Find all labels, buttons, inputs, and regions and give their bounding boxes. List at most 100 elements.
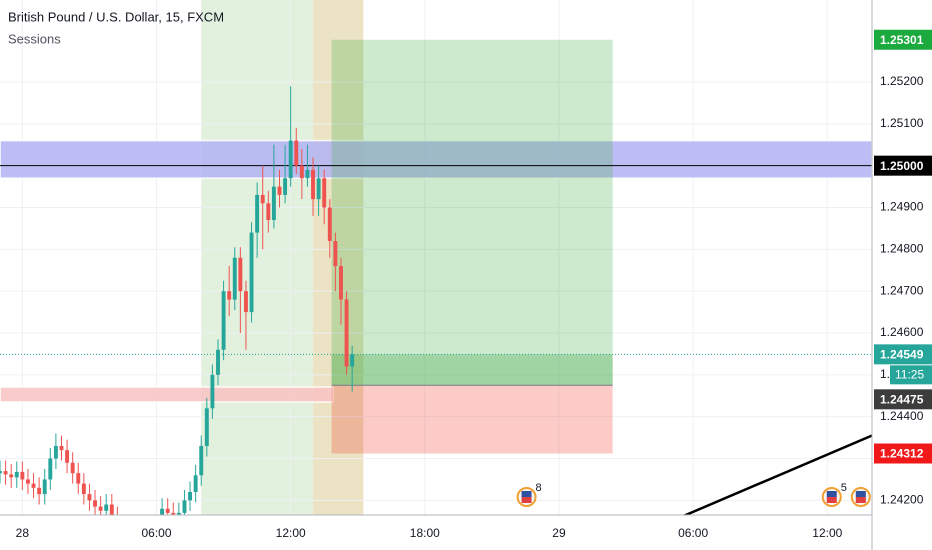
position-loss: [331, 385, 613, 454]
position-profit: [331, 39, 613, 386]
candle-body: [3, 471, 8, 475]
candle-body: [322, 178, 327, 208]
x-tick-label: 28: [16, 526, 30, 540]
candle-body: [160, 508, 165, 515]
candle-body: [199, 445, 204, 476]
indicator-name: Sessions: [8, 31, 61, 46]
y-tick-label: 1.24400: [880, 409, 924, 423]
candle-body: [9, 474, 14, 478]
countdown-bg: [890, 365, 932, 385]
candle-body: [327, 207, 332, 241]
candle-body: [204, 408, 209, 446]
candle-body: [271, 186, 276, 221]
candle-body: [305, 169, 310, 179]
candle-body: [277, 186, 282, 195]
axes: 1.242001.243001.244001.245001.246001.247…: [16, 29, 932, 540]
x-tick-label: 12:00: [276, 526, 306, 540]
candle-body: [255, 194, 260, 233]
stop-label-bg: [874, 443, 932, 464]
session-band: [313, 0, 364, 515]
candle-body: [238, 257, 243, 292]
candle-body: [283, 178, 288, 195]
position-open-pnl: [331, 354, 613, 386]
event-count: 5: [841, 482, 847, 494]
event-flag: [521, 491, 532, 497]
candle-body: [232, 257, 237, 300]
y-tick-label: 1.25200: [880, 74, 924, 88]
candle-body: [266, 203, 271, 221]
candle-body: [311, 169, 315, 200]
candle-body: [42, 479, 47, 495]
candle-body: [294, 140, 299, 166]
event-count: 8: [536, 482, 542, 494]
target-label: 1.25301: [880, 33, 924, 47]
y-tick-label: 1.24900: [880, 200, 924, 214]
event-flag: [826, 497, 837, 503]
candle-body: [260, 194, 265, 204]
y-tick-label: 1.24200: [880, 493, 924, 507]
zone: [0, 139, 872, 179]
y-tick-label: 1.24600: [880, 325, 924, 339]
candle-body: [98, 506, 103, 511]
price-label: 1.24549: [880, 348, 924, 362]
stop-label: 1.24312: [880, 447, 924, 461]
candle-body: [350, 354, 355, 367]
candle-body: [48, 458, 53, 480]
candle-body: [25, 479, 30, 484]
candle-body: [288, 140, 293, 179]
candle-body: [188, 491, 193, 501]
candle-body: [0, 471, 2, 474]
candle-body: [31, 483, 36, 488]
candle-body: [182, 500, 187, 513]
candle-body: [65, 450, 70, 463]
x-tick-label: 06:00: [141, 526, 171, 540]
countdown: 11:25: [895, 368, 924, 382]
candle-body: [193, 475, 198, 492]
y-tick-label: 1.25100: [880, 116, 924, 130]
candle-body: [176, 512, 181, 515]
candle-body: [165, 508, 170, 513]
target-label-bg: [874, 29, 932, 50]
y-tick-label: 1.24800: [880, 242, 924, 256]
event-flag: [826, 491, 837, 497]
entry-label-bg: [874, 389, 932, 410]
x-tick-label: 29: [552, 526, 566, 540]
line-label-bg: [874, 155, 932, 176]
candle-body: [344, 299, 349, 367]
candle-body: [316, 178, 321, 200]
event-flag: [521, 497, 532, 503]
price-label-bg: [874, 344, 932, 365]
candle-body: [227, 291, 232, 300]
candle-body: [171, 512, 176, 515]
candle-body: [87, 494, 92, 501]
entry-label: 1.24475: [880, 392, 924, 406]
candle-body: [210, 374, 215, 409]
line-label: 1.25000: [880, 159, 924, 173]
candle-body: [14, 471, 19, 478]
candle-body: [81, 483, 86, 495]
trendline: [682, 434, 872, 515]
candle-body: [53, 445, 58, 459]
y-tick-label: 1.24700: [880, 283, 924, 297]
candle-body: [249, 232, 254, 313]
candle-body: [76, 473, 81, 484]
x-tick-label: 12:00: [812, 526, 842, 540]
candle-body: [216, 349, 220, 375]
candle-body: [104, 504, 109, 511]
candle-body: [339, 266, 343, 300]
candle-body: [59, 445, 64, 451]
candle-body: [333, 240, 338, 267]
candle-body: [299, 165, 304, 179]
zone: [0, 386, 334, 403]
event-flag: [855, 491, 866, 497]
chart-title: British Pound / U.S. Dollar, 15, FXCM: [8, 9, 224, 24]
event-flag: [855, 497, 866, 503]
candle-body: [37, 487, 42, 495]
candle-body: [109, 504, 114, 515]
x-tick-label: 06:00: [678, 526, 708, 540]
candle-body: [20, 471, 25, 480]
candle-body: [221, 291, 226, 350]
candle-body: [243, 291, 248, 313]
